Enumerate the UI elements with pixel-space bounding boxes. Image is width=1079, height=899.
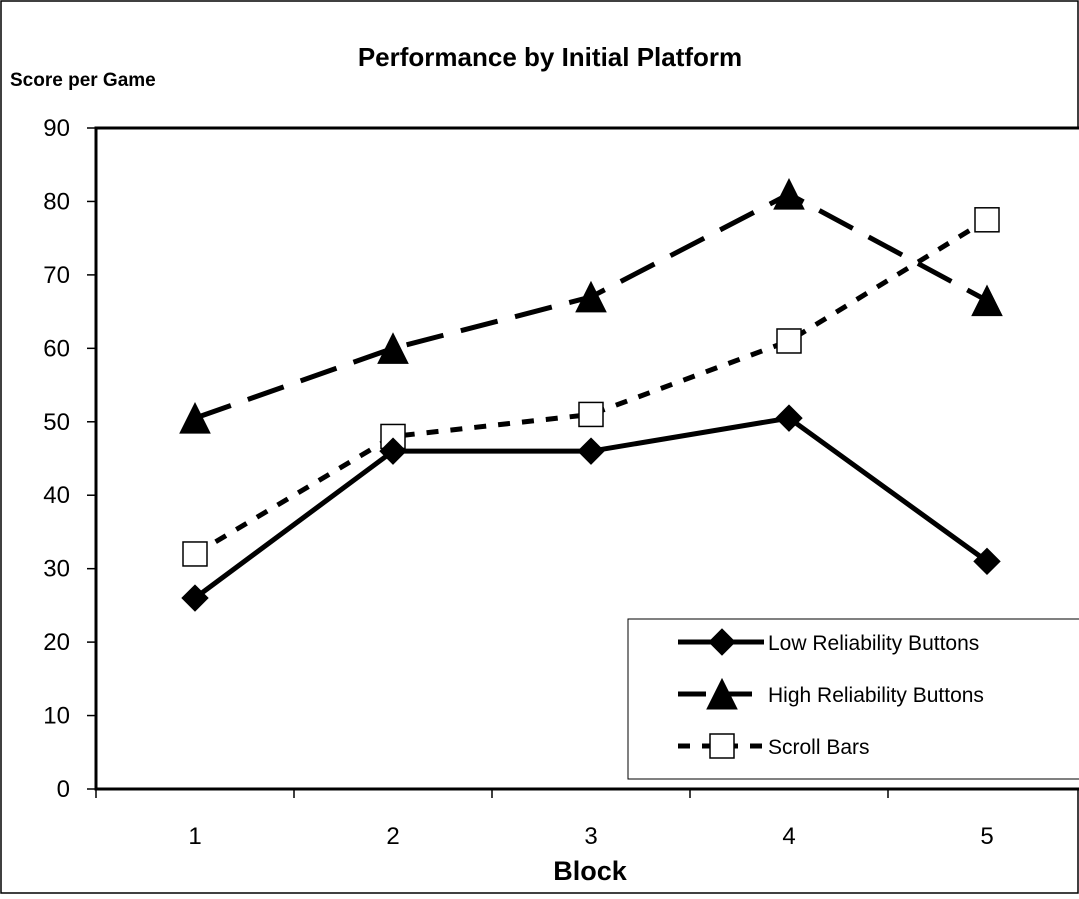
series-2 <box>182 207 1000 567</box>
data-point-marker <box>974 207 1000 233</box>
legend-marker <box>708 628 736 656</box>
x-tick-label: 1 <box>188 823 201 850</box>
y-tick-label: 40 <box>43 482 70 509</box>
data-point-marker <box>575 280 607 313</box>
legend: Low Reliability Buttons High Reliability … <box>627 618 1079 780</box>
x-tick-label: 3 <box>584 823 597 850</box>
data-point-marker <box>578 401 604 428</box>
series-0 <box>181 404 1001 612</box>
data-point-marker <box>182 541 208 567</box>
legend-marker <box>706 677 738 710</box>
x-tick-label: 4 <box>782 823 795 850</box>
series-line <box>193 217 989 557</box>
y-tick-label: 0 <box>57 776 70 803</box>
legend-marker <box>709 733 735 759</box>
y-axis: 0 10 20 30 40 50 60 70 80 90 <box>43 115 96 803</box>
x-axis-label: Block <box>553 856 628 886</box>
y-tick-label: 60 <box>43 335 70 362</box>
data-point-marker <box>773 177 805 210</box>
y-tick-label: 30 <box>43 556 70 583</box>
y-axis-label: Score per Game <box>10 70 156 91</box>
data-point-marker <box>179 401 211 434</box>
legend-label: Scroll Bars <box>768 736 870 759</box>
y-tick-label: 10 <box>43 703 70 730</box>
data-point-marker <box>775 404 803 432</box>
series-1 <box>179 177 1003 434</box>
data-point-marker <box>776 328 802 354</box>
series-group <box>179 177 1003 612</box>
y-tick-label: 50 <box>43 409 70 436</box>
y-tick-label: 90 <box>43 115 70 142</box>
data-point-marker <box>973 547 1001 576</box>
chart-title: Performance by Initial Platform <box>358 42 742 72</box>
y-tick-label: 70 <box>43 262 70 289</box>
x-tick-label: 2 <box>386 823 399 850</box>
y-tick-label: 20 <box>43 629 70 656</box>
data-point-marker <box>181 584 209 612</box>
x-tick-label: 5 <box>980 823 993 850</box>
y-tick-label: 80 <box>43 188 70 215</box>
data-point-marker <box>577 437 605 465</box>
data-point-marker <box>379 437 407 465</box>
data-point-marker <box>377 332 409 364</box>
legend-label: Low Reliability Buttons <box>768 632 979 655</box>
legend-label: High Reliability Buttons <box>768 684 984 707</box>
x-axis: 1 2 3 4 5 <box>95 789 994 850</box>
data-point-marker <box>971 284 1003 317</box>
legend-box <box>627 618 1079 780</box>
